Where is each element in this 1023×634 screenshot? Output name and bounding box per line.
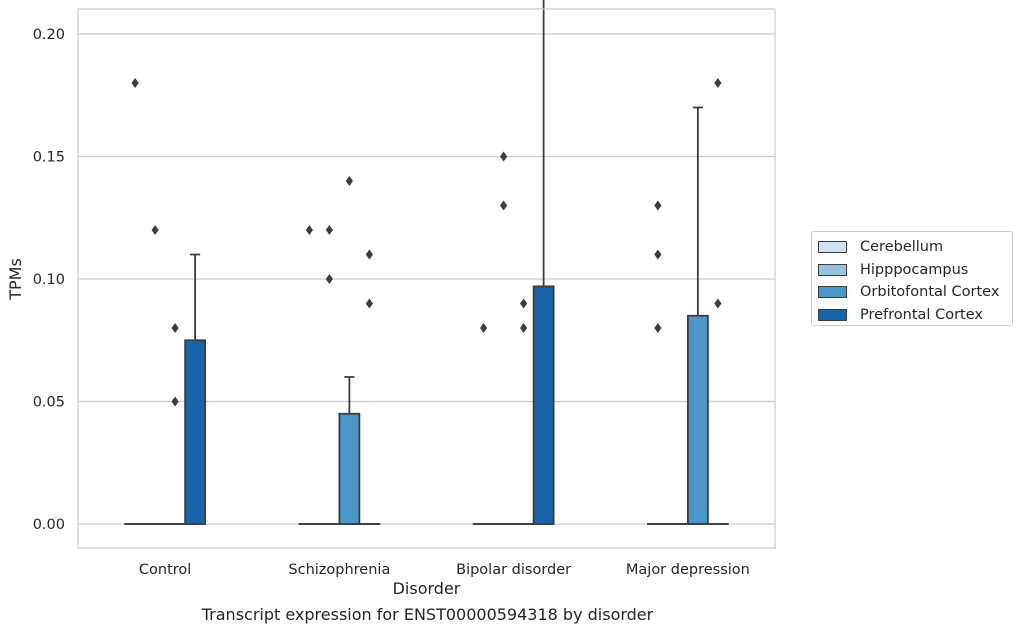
box-prefrontal-cortex-bipolar-disorder [532,285,555,525]
plot-frame [77,8,776,549]
outlier-point [131,78,139,88]
y-tick-label: 0.00 [33,517,65,533]
legend-item-cerebellum: Cerebellum [818,236,1012,259]
y-tick-labels: 0.000.050.100.150.200.250.300.350.40 [33,27,65,533]
legend-item-orbitofontal-cortex: Orbitofontal Cortex [818,281,1012,304]
x-tick-label: Major depression [626,562,750,578]
outlier-point [654,323,662,333]
outlier-point [714,78,722,88]
legend-label-prefrontal-cortex: Prefrontal Cortex [860,307,983,324]
x-tick-label: Bipolar disorder [456,562,571,578]
x-tick-labels: Control Schizophrenia Bipolar disorder Majo… [139,562,750,578]
outlier-point [171,323,179,333]
legend-label-cerebellum: Cerebellum [860,239,944,256]
legend-item-hipppocampus: Hipppocampus [818,259,1012,282]
legend-item-prefrontal-cortex: Prefrontal Cortex [818,304,1012,327]
outlier-point [171,396,179,407]
outlier-point [500,151,508,162]
outlier-point [151,225,159,235]
y-axis-label: TPMs [6,258,25,301]
outlier-point [654,249,662,260]
y-tick-label: 0.15 [33,150,65,166]
outlier-point [714,298,722,309]
box-orbitofontal-cortex-schizophrenia [338,412,361,525]
figure-caption: Transcript expression for ENST0000059431… [201,605,654,624]
outlier-point [345,176,353,186]
outlier-point [365,298,373,309]
y-tick-label: 0.10 [33,272,65,288]
gridlines [78,33,775,525]
legend-swatch-prefrontal-cortex [818,309,847,322]
boxes [124,0,729,525]
legend-swatch-cerebellum [818,241,847,254]
outlier-point [305,225,313,235]
outlier-point [480,323,488,333]
outlier-point [365,249,373,260]
x-axis-label: Disorder [393,579,461,598]
outlier-point [520,298,528,309]
outlier-point [500,200,508,211]
outliers [131,78,722,407]
y-tick-label: 0.20 [33,27,65,43]
outlier-point [325,274,333,284]
legend-label-orbitofontal-cortex: Orbitofontal Cortex [860,284,1000,301]
x-tick-label: Schizophrenia [288,562,390,578]
outlier-point [325,225,333,235]
legend-label-hipppocampus: Hipppocampus [860,261,969,278]
outlier-point [654,200,662,211]
x-tick-label: Control [139,562,191,578]
legend-swatch-hipppocampus [818,263,847,276]
legend-swatch-orbitofontal-cortex [818,286,847,299]
y-tick-label: 0.05 [33,395,65,411]
box-prefrontal-cortex-control [184,339,207,525]
legend: Cerebellum Hipppocampus Orbitofontal Cor… [811,231,1013,326]
box-orbitofontal-cortex-major-depression [686,314,709,525]
outlier-point [520,323,528,333]
